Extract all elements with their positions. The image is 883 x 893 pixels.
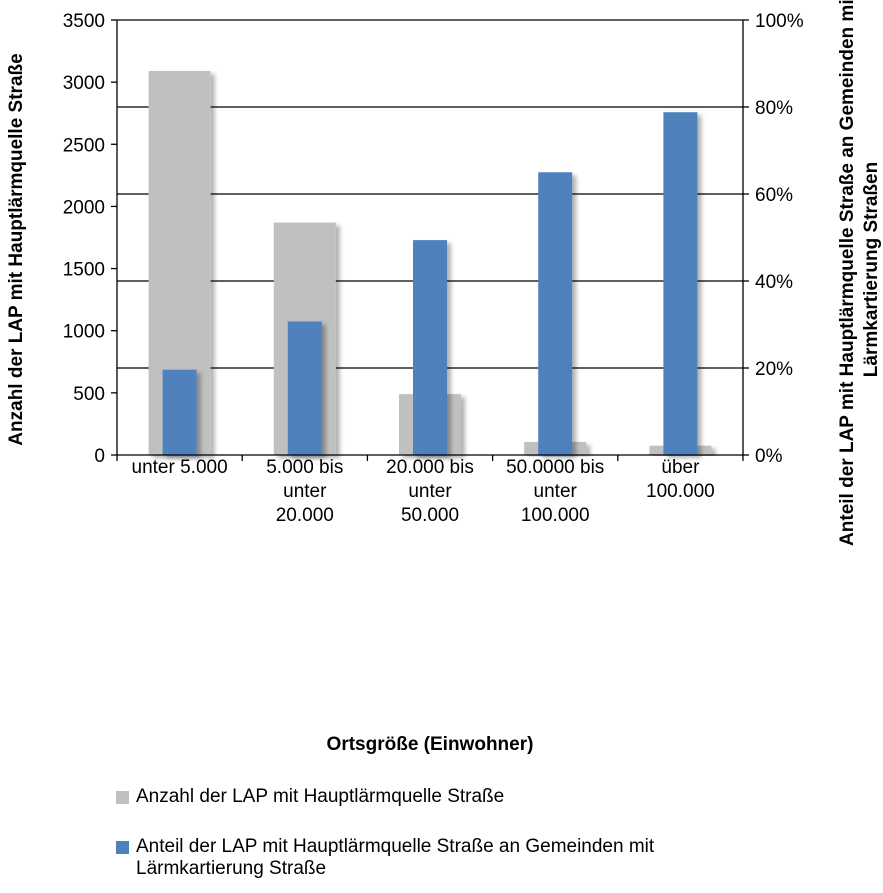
left-tick-label: 3000 [63, 73, 105, 94]
chart: 0 500 1000 1500 2000 2500 3000 3500 0% 20% 40% 60% 8… [6, 0, 882, 755]
right-y-axis-title: Anteil der LAP mit Hauptlärmquelle Straß… [837, 0, 882, 546]
right-y-axis-title-line: Lärmkartierung Straßen [861, 162, 882, 377]
legend-swatch-anteil [116, 841, 129, 854]
right-tick-label: 60% [755, 185, 793, 206]
left-tick-label: 2000 [63, 197, 105, 218]
left-tick-label: 1000 [63, 322, 105, 343]
left-tick-label: 1500 [63, 260, 105, 281]
category-label: 50.0000 bis unter 100.000 [506, 457, 604, 526]
bar-anteil [538, 172, 573, 455]
right-tick-label: 40% [755, 272, 793, 293]
bar-anteil [413, 240, 447, 455]
legend-item-anteil: Anteil der LAP mit Hauptlärmquelle Straß… [116, 836, 856, 880]
category-label: 5.000 bis unter 20.000 [266, 457, 343, 526]
legend-label-anteil-line2: Lärmkartierung Straße [136, 858, 327, 879]
right-tick-label: 20% [755, 359, 793, 380]
bar-anteil [162, 369, 197, 455]
category-label: 20.000 bis unter 50.000 [386, 457, 474, 526]
axes [111, 19, 749, 461]
x-axis-title: Ortsgröße (Einwohner) [327, 734, 534, 755]
tick-labels: 0 500 1000 1500 2000 2500 3000 3500 0% 20% 40% 60% 8… [63, 11, 804, 467]
legend: Anzahl der LAP mit Hauptlärmquelle Straß… [116, 786, 856, 880]
left-y-axis-title: Anzahl der LAP mit Hauptlärmquelle Straß… [6, 53, 27, 445]
left-tick-label: 0 [94, 446, 105, 467]
legend-label-anteil-line1: Anteil der LAP mit Hauptlärmquelle Straß… [136, 836, 655, 857]
legend-label-anzahl: Anzahl der LAP mit Hauptlärmquelle Straß… [136, 786, 505, 807]
category-label: unter 5.000 [132, 457, 228, 478]
right-tick-label: 0% [755, 446, 783, 467]
right-y-axis-title-line: Anteil der LAP mit Hauptlärmquelle Straß… [837, 0, 858, 546]
category-label: über 100.000 [646, 457, 715, 502]
legend-swatch-anzahl [116, 791, 129, 804]
right-tick-label: 80% [755, 98, 793, 119]
left-tick-label: 3500 [63, 11, 105, 32]
right-tick-label: 100% [755, 11, 804, 32]
bar-anteil [663, 112, 698, 455]
bars [148, 70, 712, 455]
legend-item-anzahl: Anzahl der LAP mit Hauptlärmquelle Straß… [116, 786, 856, 808]
bar-anteil [287, 321, 322, 455]
category-labels: unter 5.000 5.000 bis unter 20.000 20.000 bi… [132, 457, 715, 526]
left-tick-label: 500 [73, 384, 105, 405]
left-tick-label: 2500 [63, 135, 105, 156]
